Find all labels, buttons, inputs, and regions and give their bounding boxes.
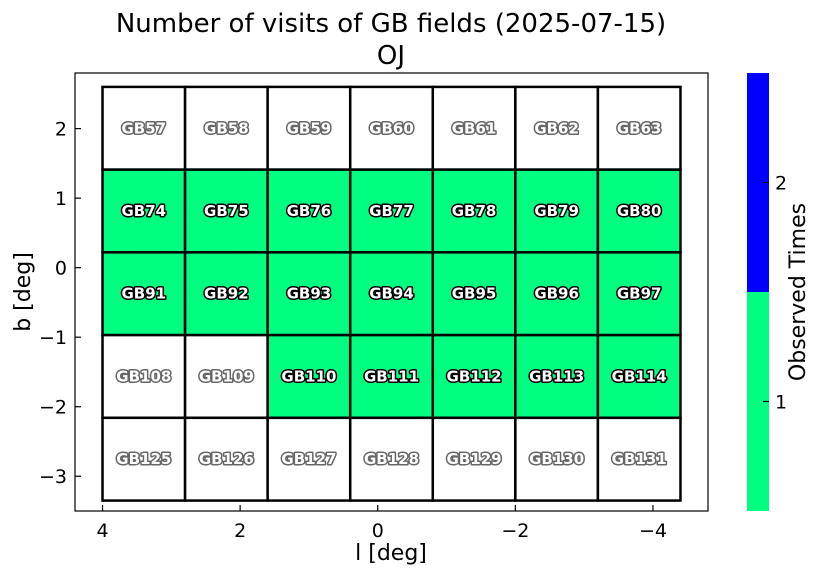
field-label-gb59: GB59 <box>287 119 332 137</box>
field-label-gb61: GB61 <box>452 119 497 137</box>
field-cell-gb128 <box>348 416 435 502</box>
colorbar-tick-label: 1 <box>775 392 787 414</box>
field-labels: GB57 GB58 GB59 GB60 GB61 GB62 GB63 GB74 GB75 GB76… <box>115 118 668 470</box>
field-cell-gb127 <box>266 416 352 502</box>
field-cell-gb126 <box>183 416 269 502</box>
colorbar-segment-1 <box>747 292 769 511</box>
field-label-gb62: GB62 <box>534 119 579 137</box>
field-grid <box>101 85 682 502</box>
field-cell-gb63 <box>596 85 682 171</box>
chart-subtitle: OJ <box>377 41 405 71</box>
y-tick-label: −1 <box>39 327 67 349</box>
x-axis-ticks: 4 2 0 −2 −4 <box>96 505 667 542</box>
y-tick-label: −2 <box>39 397 67 419</box>
field-cell-gb93 <box>266 251 352 337</box>
x-tick-label: 4 <box>96 520 108 542</box>
field-label-gb77: GB77 <box>369 202 414 220</box>
field-cell-gb75 <box>183 168 269 254</box>
y-tick-label: 0 <box>55 258 67 280</box>
field-label-gb94: GB94 <box>369 285 414 303</box>
colorbar-label: Observed Times <box>786 203 811 381</box>
field-label-gb97: GB97 <box>617 285 662 303</box>
field-label-gb128: GB128 <box>364 450 419 468</box>
field-label-gb76: GB76 <box>287 202 332 220</box>
field-label-gb78: GB78 <box>452 202 497 220</box>
field-label-gb91: GB91 <box>121 285 166 303</box>
y-tick-label: 2 <box>55 119 67 141</box>
field-cell-gb74 <box>101 168 187 254</box>
x-tick-label: −2 <box>501 520 529 542</box>
field-cell-gb131 <box>596 416 682 502</box>
y-tick-label: −3 <box>39 466 67 488</box>
field-label-gb95: GB95 <box>452 285 497 303</box>
field-label-gb113: GB113 <box>529 367 584 385</box>
field-cell-gb125 <box>101 416 187 502</box>
field-cell-gb96 <box>514 251 600 337</box>
field-label-gb130: GB130 <box>529 450 584 468</box>
plot-frame <box>74 72 709 512</box>
field-label-gb57: GB57 <box>121 119 166 137</box>
field-cell-gb62 <box>514 85 600 171</box>
y-axis-label: b [deg] <box>11 252 36 332</box>
field-label-gb74: GB74 <box>121 202 166 220</box>
field-cell-gb109 <box>183 333 269 420</box>
field-label-gb109: GB109 <box>199 367 254 385</box>
field-cell-gb112 <box>431 333 517 420</box>
field-label-gb108: GB108 <box>116 367 171 385</box>
field-label-gb80: GB80 <box>617 202 662 220</box>
field-label-gb63: GB63 <box>617 119 662 137</box>
field-label-gb129: GB129 <box>447 450 502 468</box>
field-cell-gb108 <box>101 333 187 420</box>
x-tick-label: −4 <box>639 520 667 542</box>
field-cell-gb77 <box>348 168 435 254</box>
field-label-gb127: GB127 <box>281 450 336 468</box>
colorbar: 12 <box>747 73 787 511</box>
field-label-gb125: GB125 <box>116 450 171 468</box>
y-axis-ticks: 2 1 0 −1 −2 −3 <box>39 119 81 488</box>
field-label-gb93: GB93 <box>287 285 332 303</box>
colorbar-segment-2 <box>747 73 769 292</box>
field-cell-gb91 <box>101 251 187 337</box>
field-label-gb114: GB114 <box>612 367 667 385</box>
field-label-gb79: GB79 <box>534 202 579 220</box>
field-label-gb96: GB96 <box>534 285 579 303</box>
field-label-gb131: GB131 <box>612 450 667 468</box>
chart-title: Number of visits of GB fields (2025-07-1… <box>116 9 666 39</box>
field-label-gb126: GB126 <box>199 450 254 468</box>
field-label-gb110: GB110 <box>281 367 336 385</box>
y-tick-label: 1 <box>55 188 67 210</box>
field-cell-gb78 <box>431 168 517 254</box>
field-cell-gb60 <box>348 85 435 171</box>
field-cell-gb80 <box>596 168 682 254</box>
field-cell-gb92 <box>183 251 269 337</box>
field-label-gb92: GB92 <box>204 285 249 303</box>
x-tick-label: 2 <box>234 520 246 542</box>
field-label-gb60: GB60 <box>369 119 414 137</box>
x-tick-label: 0 <box>372 520 384 542</box>
field-cell-gb113 <box>514 333 600 420</box>
field-label-gb75: GB75 <box>204 202 249 220</box>
field-label-gb111: GB111 <box>364 367 419 385</box>
colorbar-tick-label: 2 <box>775 173 787 195</box>
field-label-gb112: GB112 <box>447 367 502 385</box>
field-label-gb58: GB58 <box>204 119 249 137</box>
x-axis-label: l [deg] <box>355 541 427 566</box>
